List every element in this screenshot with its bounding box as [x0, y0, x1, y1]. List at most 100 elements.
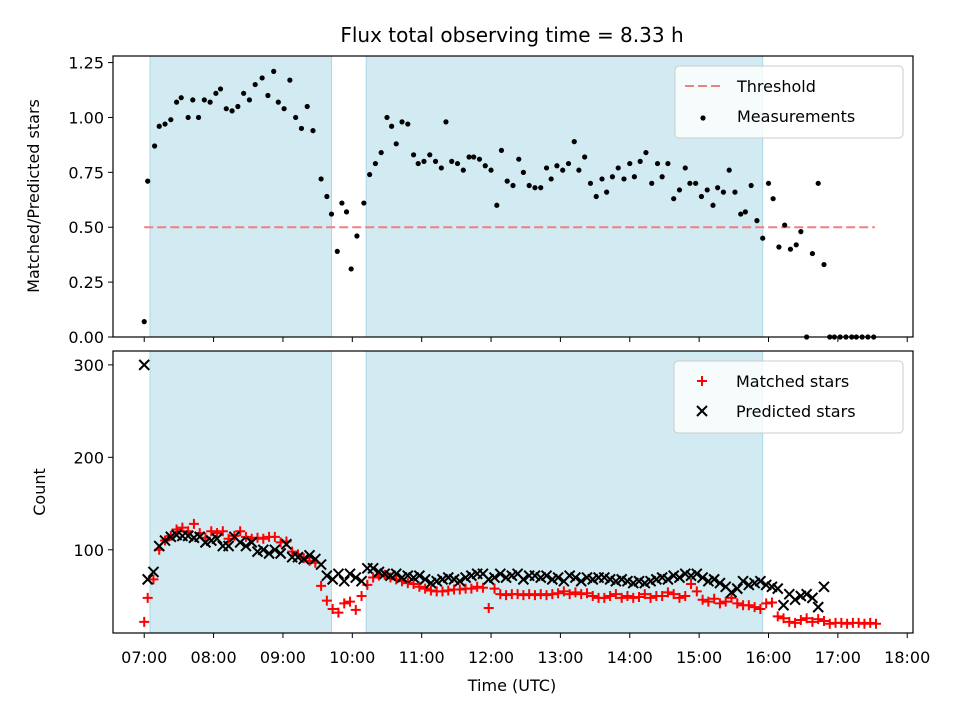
predicted-stars-point: [222, 540, 235, 552]
measurement-point: [415, 160, 421, 167]
matched-stars-point: [587, 591, 598, 602]
legend-label: Matched stars: [736, 372, 849, 391]
predicted-stars-point: [298, 553, 310, 565]
matched-stars-point: [657, 591, 668, 602]
chart-title: Flux total observing time = 8.33 h: [340, 23, 683, 47]
predicted-stars-point: [725, 586, 738, 599]
matched-stars-point: [558, 586, 569, 597]
measurement-point: [488, 167, 494, 173]
measurement-point: [427, 152, 433, 158]
matched-stars-point: [813, 614, 824, 625]
predicted-stars-point: [355, 575, 368, 587]
y-tick-label: 1.25: [68, 54, 104, 73]
measurement-point: [476, 156, 483, 162]
legend-matched-swatch: [697, 376, 707, 386]
measurement-point: [621, 176, 627, 182]
measurement-point: [213, 90, 219, 96]
measurement-point: [343, 209, 350, 215]
matched-stars-point: [697, 594, 708, 605]
matched-stars-point: [610, 589, 621, 600]
predicted-stars-point: [714, 577, 726, 589]
measurement-point: [760, 235, 766, 241]
measurement-point: [328, 211, 335, 217]
matched-stars-point: [466, 583, 477, 594]
measurement-point: [304, 103, 310, 110]
measurement-point: [587, 180, 594, 186]
observing-interval: [149, 56, 332, 337]
measurement-point: [671, 196, 677, 202]
predicted-stars-point: [454, 575, 466, 587]
measurement-point: [339, 200, 345, 206]
predicted-stars-point: [269, 544, 281, 556]
y-tick-label: 0.75: [68, 163, 104, 182]
measurement-point: [627, 160, 633, 167]
matched-stars-point: [414, 581, 425, 592]
measurement-point: [498, 147, 505, 153]
measurement-point: [152, 143, 158, 149]
matched-stars-point: [553, 588, 564, 599]
measurement-point: [259, 75, 265, 81]
measurement-point: [516, 156, 522, 162]
predicted-stars-point: [691, 568, 703, 580]
measurement-point: [782, 222, 788, 228]
measurement-point: [201, 97, 207, 103]
matched-stars-point: [339, 598, 350, 609]
predicted-stars-point: [350, 571, 362, 584]
measurement-point: [145, 178, 151, 184]
predicted-stars-point: [315, 558, 327, 571]
matched-stars-point: [408, 578, 419, 589]
measurement-point: [405, 121, 411, 127]
measurement-point: [235, 103, 241, 110]
measurement-point: [246, 97, 253, 103]
measurement-point: [637, 158, 643, 164]
measurement-point: [659, 174, 665, 180]
matched-stars-point: [726, 592, 737, 603]
measurement-point: [526, 182, 532, 189]
matched-stars-point: [177, 522, 188, 533]
measurement-point: [742, 209, 748, 215]
measurement-point: [190, 97, 196, 103]
measurement-point: [449, 158, 455, 164]
plot-frame: [112, 350, 914, 634]
measurement-point: [665, 160, 671, 167]
matched-stars-point: [709, 593, 720, 604]
x-tick-label: 10:00: [329, 648, 375, 667]
matched-stars-point: [235, 526, 246, 537]
matched-stars-point: [807, 616, 818, 627]
matched-stars-point: [269, 531, 280, 542]
measurement-point: [726, 167, 732, 173]
x-tick-label: 11:00: [399, 648, 445, 667]
measurement-point: [798, 229, 804, 235]
predicted-stars-point: [575, 575, 587, 587]
predicted-stars-point: [708, 573, 720, 586]
predicted-stars-point: [147, 566, 160, 578]
matched-stars-point: [356, 591, 367, 602]
matched-stars-point: [287, 546, 298, 557]
predicted-stars-point: [494, 568, 506, 580]
measurement-point: [287, 77, 293, 83]
predicted-stars-point: [280, 538, 293, 550]
measurement-point: [334, 248, 340, 254]
predicted-stars-point: [338, 575, 350, 587]
predicted-stars-point: [367, 562, 379, 574]
measurement-point: [482, 163, 488, 169]
measurement-point: [141, 319, 147, 325]
measurement-point: [720, 189, 727, 195]
predicted-stars-point: [159, 534, 171, 547]
matched-stars-point: [778, 613, 789, 624]
matched-stars-point: [570, 587, 581, 598]
predicted-stars-point: [818, 581, 830, 593]
measurement-point: [173, 99, 180, 105]
measurement-point: [738, 211, 744, 217]
legend-box: [674, 65, 904, 139]
measurement-point: [372, 160, 379, 167]
matched-stars-point: [755, 603, 766, 614]
matched-stars-point: [662, 587, 673, 598]
measurement-point: [367, 171, 373, 178]
measurement-point: [748, 182, 754, 189]
plot-frame: [112, 55, 914, 338]
matched-stars-point: [258, 533, 269, 544]
measurement-point: [195, 114, 202, 121]
measurement-point: [776, 244, 782, 250]
